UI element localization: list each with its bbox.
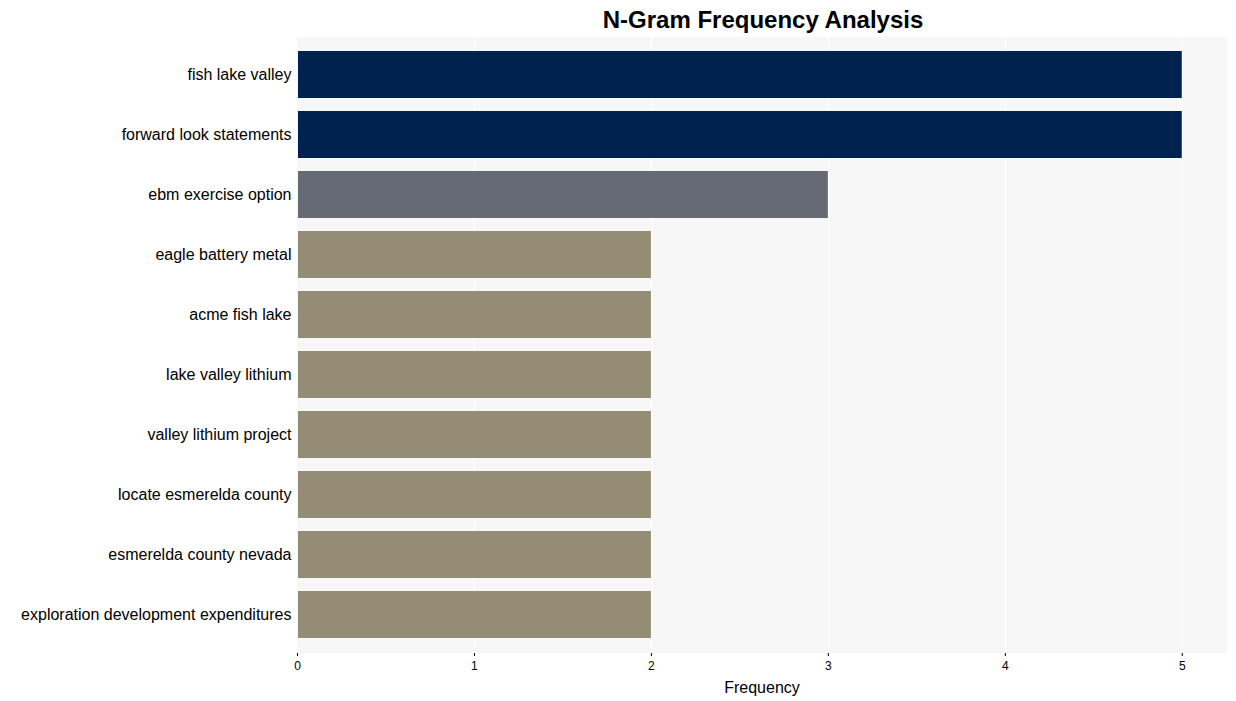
svg-text:lake valley lithium: lake valley lithium: [166, 366, 291, 383]
svg-text:valley lithium project: valley lithium project: [147, 426, 292, 443]
svg-text:fish lake valley: fish lake valley: [187, 66, 291, 83]
svg-text:5: 5: [1179, 659, 1186, 673]
svg-text:0: 0: [294, 659, 301, 673]
svg-text:esmerelda county nevada: esmerelda county nevada: [108, 546, 291, 563]
svg-text:Frequency: Frequency: [724, 679, 800, 696]
svg-text:4: 4: [1002, 659, 1009, 673]
svg-text:2: 2: [648, 659, 655, 673]
html-text:N-Gram Frequency Analysis: N-Gram Frequency Analysis: [602, 6, 924, 33]
svg-text:eagle battery metal: eagle battery metal: [155, 246, 291, 263]
svg-text:3: 3: [825, 659, 832, 673]
svg-text:exploration development expend: exploration development expenditures: [21, 606, 291, 623]
svg-text:1: 1: [471, 659, 478, 673]
svg-text:forward look statements: forward look statements: [122, 126, 292, 143]
svg-text:ebm exercise option: ebm exercise option: [148, 186, 291, 203]
svg-text:acme fish lake: acme fish lake: [189, 306, 291, 323]
svg-text:locate esmerelda county: locate esmerelda county: [118, 486, 291, 503]
